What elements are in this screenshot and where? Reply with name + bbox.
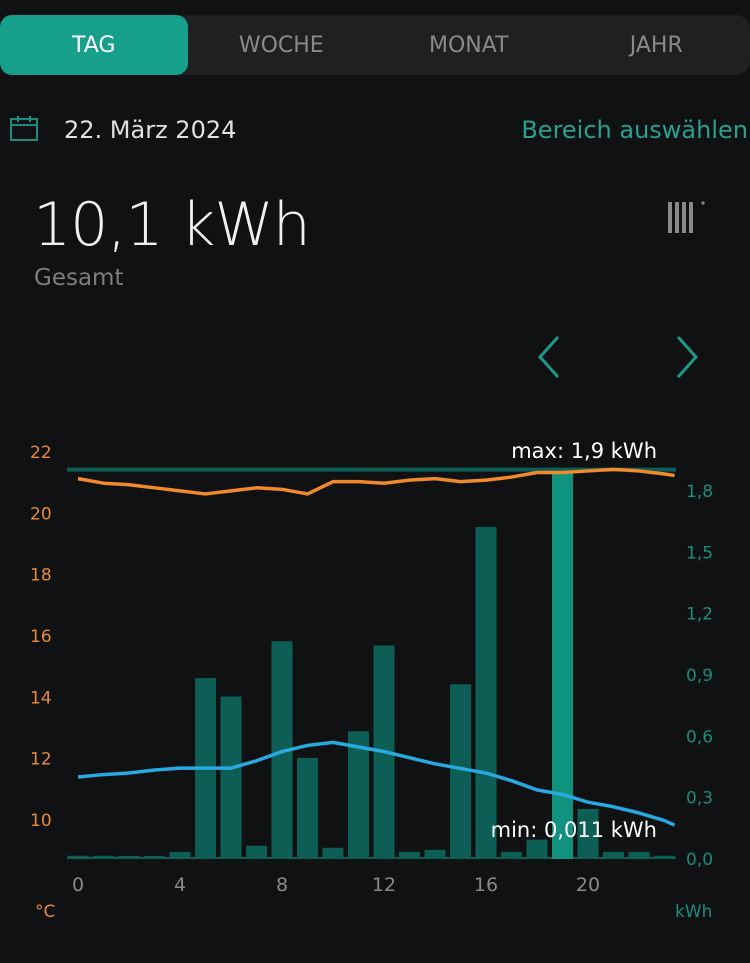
bar	[93, 855, 114, 859]
tab-woche[interactable]: WOCHE	[238, 32, 324, 58]
total-label: Gesamt	[34, 265, 124, 291]
bar	[67, 855, 89, 859]
bar	[603, 851, 624, 859]
bar	[475, 526, 497, 859]
date-row: 22. März 2024 Bereich auswählen	[10, 110, 750, 150]
right-axis-tick: 0,6	[686, 727, 713, 747]
selected-date[interactable]: 22. März 2024	[64, 116, 237, 144]
right-axis-tick: 1,5	[686, 543, 713, 563]
left-axis-tick: 16	[30, 627, 52, 647]
period-tabs: TAG WOCHE MONAT JAHR	[0, 15, 750, 75]
bar	[144, 856, 165, 859]
bar-highlighted	[552, 469, 573, 859]
tab-tag[interactable]: TAG	[0, 15, 188, 75]
bar	[322, 847, 344, 859]
right-axis-tick: 0,3	[686, 789, 713, 809]
bar	[297, 757, 318, 859]
bar	[348, 731, 369, 859]
bar	[169, 851, 191, 859]
x-tick-label: 8	[276, 874, 288, 896]
outdoor-temperature-line	[77, 740, 676, 827]
bar	[399, 851, 420, 859]
min-label: min: 0,011 kWh	[491, 818, 657, 842]
bar	[220, 696, 242, 859]
left-axis-tick: 14	[30, 688, 52, 708]
total-value: 10,1 kWh	[33, 190, 311, 260]
chevron-left-icon[interactable]	[536, 335, 562, 383]
bar	[526, 839, 548, 859]
left-axis-tick: 10	[30, 811, 52, 831]
calendar-icon[interactable]	[10, 115, 38, 145]
select-range-link[interactable]: Bereich auswählen	[521, 116, 748, 144]
bar	[424, 849, 446, 859]
left-axis-tick: 12	[30, 750, 52, 770]
tab-monat[interactable]: MONAT	[428, 32, 509, 58]
x-tick-label: 20	[576, 874, 600, 896]
bar	[654, 855, 675, 859]
left-axis-tick: 18	[30, 566, 52, 586]
right-axis-unit: kWh	[675, 902, 712, 922]
x-tick-label: 4	[174, 874, 186, 896]
right-axis-tick: 1,8	[686, 482, 713, 502]
right-axis-tick: 0,0	[686, 850, 713, 870]
bar	[118, 856, 140, 859]
bar	[501, 851, 522, 859]
right-axis-tick: 0,9	[686, 666, 713, 686]
chevron-right-icon[interactable]	[674, 335, 700, 383]
tab-jahr[interactable]: JAHR	[629, 32, 683, 58]
bar-chart-icon[interactable]	[668, 200, 708, 238]
bar	[246, 845, 267, 859]
bar	[628, 851, 650, 859]
left-axis-unit: °C	[35, 902, 55, 922]
x-tick-label: 0	[72, 874, 84, 896]
left-axis-tick: 20	[30, 504, 52, 524]
indoor-temperature-line	[77, 467, 675, 496]
bar	[577, 808, 599, 859]
x-tick-label: 16	[474, 874, 498, 896]
bar	[450, 684, 471, 859]
max-label: max: 1,9 kWh	[511, 439, 657, 463]
right-axis-tick: 1,2	[686, 605, 713, 625]
left-axis-tick: 22	[30, 443, 52, 463]
x-tick-label: 12	[372, 874, 396, 896]
